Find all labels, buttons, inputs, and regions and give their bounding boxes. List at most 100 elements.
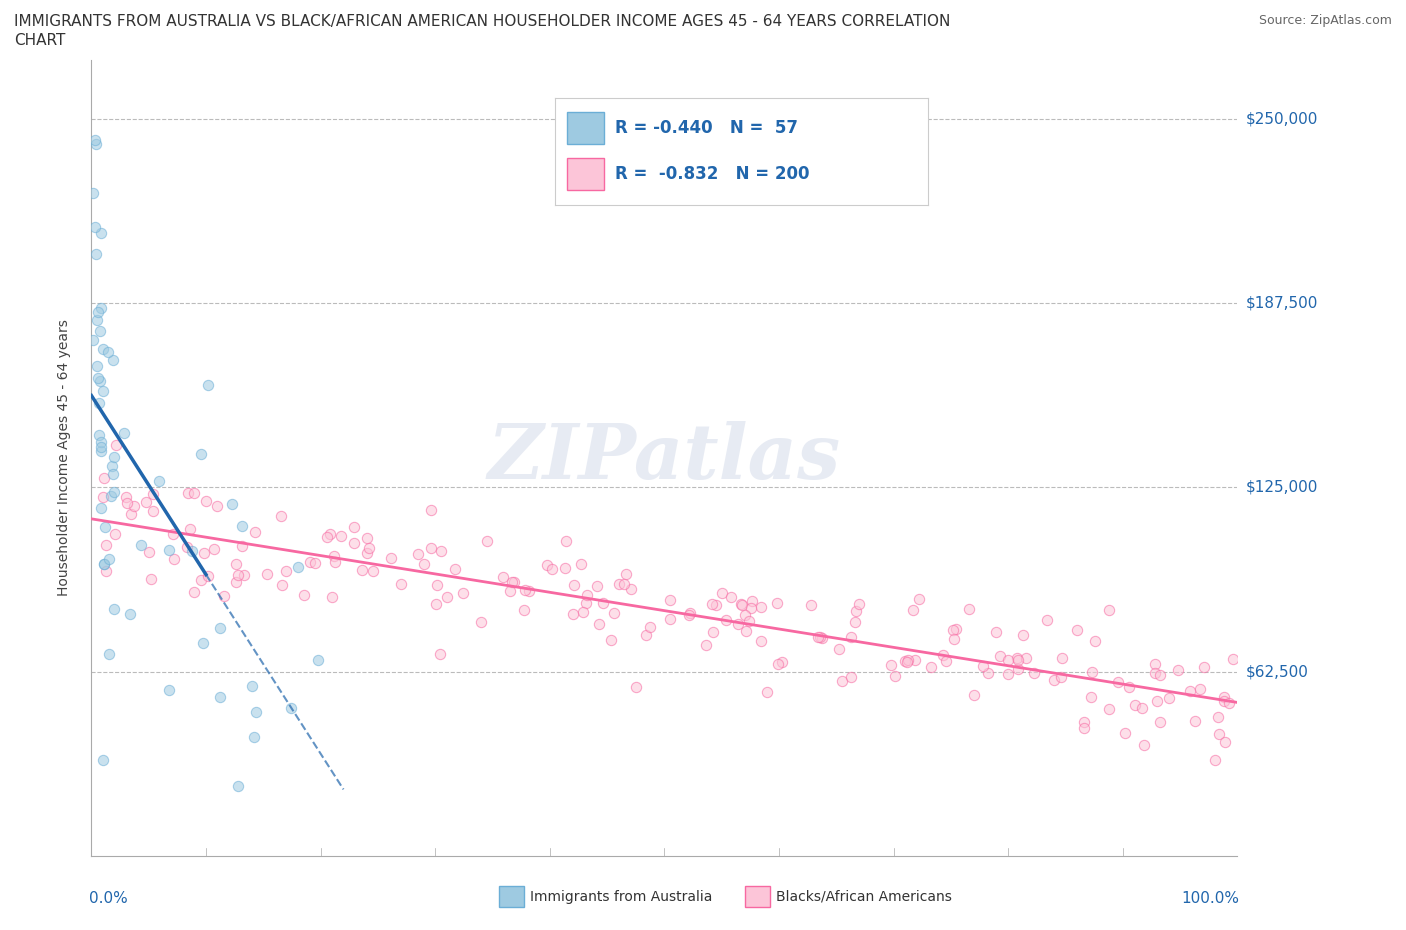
Point [1218, 696, 1240, 711]
Point [225, 575, 247, 590]
Point [412, 556, 434, 571]
Point [569, 556, 592, 571]
Point [231, 518, 253, 533]
Point [963, 687, 986, 702]
Point [839, 630, 862, 644]
Point [972, 658, 994, 673]
Point [470, 615, 492, 630]
Point [197, 568, 219, 583]
Point [90, 226, 112, 241]
Point [176, 485, 198, 500]
Point [90, 444, 112, 458]
Point [845, 604, 868, 618]
Point [600, 632, 623, 647]
Point [1107, 675, 1129, 690]
Point [115, 489, 138, 504]
Point [541, 562, 564, 577]
Text: CHART: CHART [14, 33, 66, 47]
Point [101, 458, 124, 473]
Point [702, 597, 724, 612]
Point [82, 332, 104, 347]
Point [330, 529, 353, 544]
Text: Blacks/African Americans: Blacks/African Americans [776, 889, 952, 904]
Point [1133, 737, 1156, 752]
Point [997, 652, 1019, 667]
Point [695, 638, 717, 653]
Point [1050, 670, 1073, 684]
Point [1204, 752, 1226, 767]
Point [984, 624, 1007, 639]
Point [959, 602, 981, 617]
Point [702, 625, 724, 640]
Point [179, 522, 201, 537]
Point [1114, 725, 1136, 740]
Point [90, 435, 112, 450]
Point [83, 219, 105, 234]
Point [1213, 735, 1236, 750]
Point [270, 509, 292, 524]
Point [426, 578, 449, 592]
Point [89, 324, 111, 339]
Point [352, 563, 374, 578]
Point [741, 593, 763, 608]
Text: 100.0%: 100.0% [1181, 891, 1240, 907]
Point [800, 597, 823, 612]
Point [897, 653, 920, 668]
Point [225, 556, 247, 571]
Text: IMMIGRANTS FROM AUSTRALIA VS BLACK/AFRICAN AMERICAN HOUSEHOLDER INCOME AGES 45 -: IMMIGRANTS FROM AUSTRALIA VS BLACK/AFRIC… [14, 14, 950, 29]
Point [942, 623, 965, 638]
Point [357, 540, 380, 555]
Point [90, 500, 112, 515]
Point [304, 555, 326, 570]
Bar [567, 112, 603, 144]
Point [492, 570, 515, 585]
Point [555, 534, 578, 549]
Point [1007, 652, 1029, 667]
Point [103, 485, 125, 499]
Point [103, 352, 125, 367]
Point [896, 655, 918, 670]
Point [270, 578, 292, 592]
Point [162, 527, 184, 542]
Point [1178, 684, 1201, 698]
Point [990, 648, 1012, 663]
Point [103, 467, 125, 482]
Text: $125,000: $125,000 [1246, 480, 1317, 495]
Point [638, 619, 661, 634]
Point [240, 678, 263, 693]
Point [1213, 690, 1236, 705]
Point [1143, 657, 1166, 671]
Point [807, 630, 830, 644]
Point [93, 489, 115, 504]
Point [420, 502, 443, 517]
Point [319, 527, 342, 542]
Point [243, 729, 266, 744]
Point [100, 489, 122, 504]
Point [93, 557, 115, 572]
Point [884, 669, 907, 684]
Point [190, 573, 212, 588]
Point [839, 670, 862, 684]
Point [904, 653, 927, 668]
Point [1143, 666, 1166, 681]
Point [356, 546, 378, 561]
Point [243, 525, 266, 539]
Point [749, 633, 772, 648]
Text: R =  -0.832   N = 200: R = -0.832 N = 200 [614, 166, 810, 183]
Point [1066, 622, 1088, 637]
Point [554, 561, 576, 576]
Point [831, 674, 853, 689]
Point [1080, 690, 1102, 705]
Point [183, 485, 205, 500]
Point [356, 531, 378, 546]
Point [602, 605, 624, 620]
Point [1167, 662, 1189, 677]
Point [104, 437, 127, 452]
Y-axis label: Householder Income Ages 45 - 64 years: Householder Income Ages 45 - 64 years [56, 320, 70, 596]
Point [1081, 664, 1104, 679]
Point [138, 544, 160, 559]
Point [848, 597, 870, 612]
Point [588, 617, 610, 631]
Point [1208, 710, 1230, 724]
Point [343, 536, 366, 551]
